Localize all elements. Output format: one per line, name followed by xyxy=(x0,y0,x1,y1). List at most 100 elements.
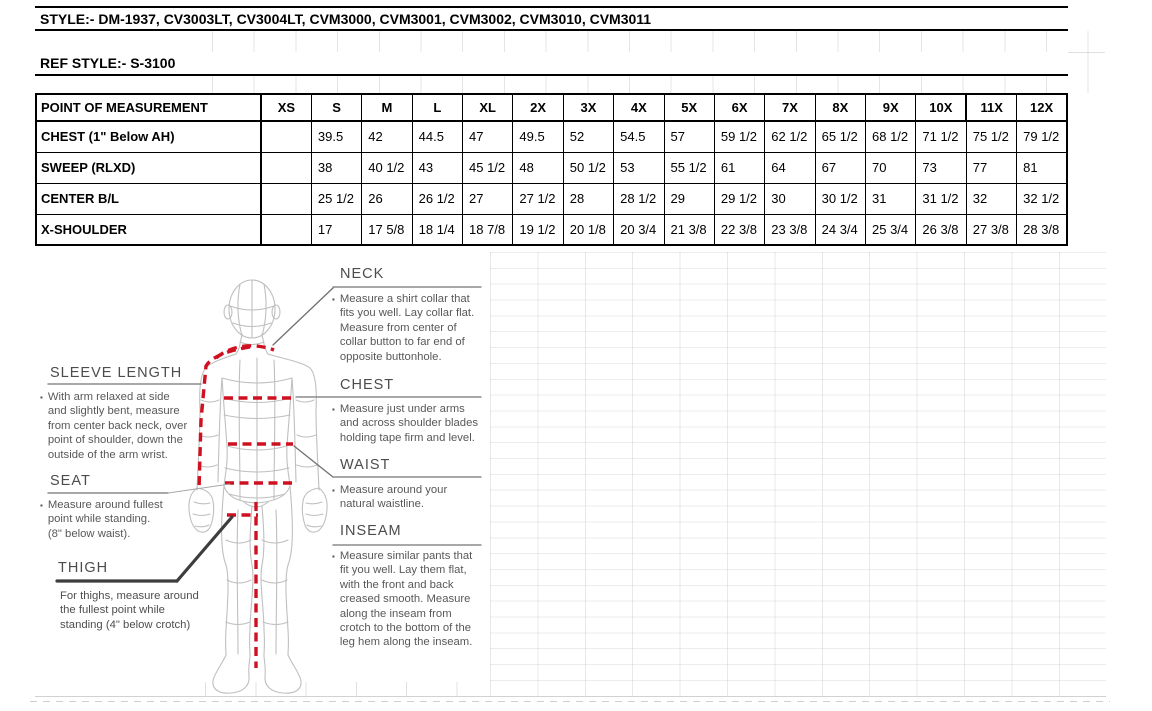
measurement-value-cell: 38 xyxy=(310,151,363,184)
measurement-value-cell: 65 1/2 xyxy=(814,120,867,153)
measurement-value-cell: 28 3/8 xyxy=(1016,213,1068,246)
inseam-text: Measure similar pants that fit you well.… xyxy=(339,550,473,649)
inseam-label: INSEAM xyxy=(340,523,402,539)
measurement-row: SWEEP (RLXD) 38 40 1/2 43 45 1/2 48 50 1/2 53 55… xyxy=(35,151,1068,184)
measurement-value-cell: 52 xyxy=(562,120,615,153)
measurement-value-cell: 49.5 xyxy=(512,120,564,153)
measurement-value-cell: 75 1/2 xyxy=(965,120,1018,153)
measurement-value-cell: 31 xyxy=(864,182,917,215)
size-column-header: 7X xyxy=(764,93,816,122)
waist-label: WAIST xyxy=(340,457,391,473)
measurement-value-cell: 23 3/8 xyxy=(764,213,816,246)
measurement-value-cell: 30 1/2 xyxy=(814,182,867,215)
measurement-value-cell: 61 xyxy=(713,151,766,184)
size-column-header: 6X xyxy=(713,93,766,122)
chest-description: ▪ Measure just under arms and across sho… xyxy=(332,402,478,445)
measurement-value-cell: 27 3/8 xyxy=(965,213,1018,246)
size-column-header: XS xyxy=(260,93,312,122)
bullet-icon: ▪ xyxy=(332,486,335,495)
measurement-value-cell: 47 xyxy=(461,120,514,153)
measurement-value-cell: 25 1/2 xyxy=(310,182,363,215)
neck-leader-line xyxy=(272,286,335,346)
measurement-value-cell: 29 1/2 xyxy=(713,182,766,215)
measurement-value-cell xyxy=(260,213,312,246)
measurement-value-cell: 31 1/2 xyxy=(915,182,967,215)
waist-text: Measure around your natural waistline. xyxy=(339,484,448,511)
size-table-body: CHEST (1" Below AH) 39.5 42 44.5 47 49.5 52 54.… xyxy=(35,120,1068,246)
inseam-description: ▪ Measure similar pants that fit you wel… xyxy=(332,549,472,650)
measurement-value-cell: 26 1/2 xyxy=(411,182,464,215)
size-column-header: XL xyxy=(461,93,514,122)
measurement-value-cell: 73 xyxy=(915,151,967,184)
measurement-value-cell: 71 1/2 xyxy=(915,120,967,153)
measurement-value-cell: 26 xyxy=(361,182,413,215)
measurement-value-cell: 25 3/4 xyxy=(864,213,917,246)
measurement-value-cell: 19 1/2 xyxy=(512,213,564,246)
chest-text: Measure just under arms and across shoul… xyxy=(339,403,479,444)
measurement-label-cell: CENTER B/L xyxy=(35,182,262,215)
ref-style-line: REF STYLE:- S-3100 xyxy=(40,55,176,71)
thigh-label: THIGH xyxy=(58,560,109,576)
measurement-value-cell: 44.5 xyxy=(411,120,464,153)
measurement-value-cell: 43 xyxy=(411,151,464,184)
measurement-row: X-SHOULDER 17 17 5/8 18 1/4 18 7/8 19 1/2 20 1… xyxy=(35,213,1068,246)
measurement-value-cell: 42 xyxy=(361,120,413,153)
measurement-value-cell: 28 xyxy=(562,182,615,215)
measurement-value-cell: 30 xyxy=(764,182,816,215)
measurement-value-cell: 20 3/4 xyxy=(613,213,665,246)
measurement-value-cell: 64 xyxy=(764,151,816,184)
size-column-header: L xyxy=(411,93,464,122)
measurement-value-cell: 67 xyxy=(814,151,867,184)
seat-label: SEAT xyxy=(50,473,91,489)
waist-leader-line xyxy=(293,445,334,478)
sheet-gridlines-bottom xyxy=(205,682,490,696)
sheet-gridlines-right xyxy=(490,252,1106,696)
measurement-label-cell: CHEST (1" Below AH) xyxy=(35,120,262,153)
measurement-value-cell: 57 xyxy=(663,120,715,153)
style-line: STYLE:- DM-1937, CV3003LT, CV3004LT, CVM… xyxy=(40,10,652,27)
bullet-icon: ▪ xyxy=(332,295,335,304)
measurement-value-cell xyxy=(260,182,312,215)
measurement-value-cell xyxy=(260,120,312,153)
size-column-header: 4X xyxy=(613,93,665,122)
size-column-header: 3X xyxy=(562,93,615,122)
page-break-dashed-line xyxy=(30,701,1110,702)
measurement-value-cell: 39.5 xyxy=(310,120,363,153)
measurement-value-cell: 17 5/8 xyxy=(361,213,413,246)
measurement-value-cell: 32 1/2 xyxy=(1016,182,1068,215)
thigh-leader-line xyxy=(175,515,234,583)
sleeve-measure-line xyxy=(197,345,251,491)
measurement-value-cell: 21 3/8 xyxy=(663,213,715,246)
thigh-text: For thighs, measure around the fullest p… xyxy=(60,590,199,631)
measurement-value-cell: 50 1/2 xyxy=(562,151,615,184)
bullet-icon: ▪ xyxy=(40,393,43,402)
measurement-value-cell xyxy=(260,151,312,184)
neck-description: ▪ Measure a shirt collar that fits you w… xyxy=(332,292,474,364)
seat-leader-line xyxy=(167,483,231,494)
sleeve-length-text: With arm relaxed at side and slightly be… xyxy=(47,391,188,461)
measurement-value-cell: 27 xyxy=(461,182,514,215)
measurement-value-cell: 70 xyxy=(864,151,917,184)
measurement-value-cell: 81 xyxy=(1016,151,1068,184)
neck-label: NECK xyxy=(340,266,385,282)
size-column-header: 11X xyxy=(965,93,1018,122)
measurement-value-cell: 29 xyxy=(663,182,715,215)
measurement-value-cell: 20 1/8 xyxy=(562,213,615,246)
measurement-value-cell: 62 1/2 xyxy=(764,120,816,153)
measurement-row: CHEST (1" Below AH) 39.5 42 44.5 47 49.5 52 54.… xyxy=(35,120,1068,153)
leader-lines xyxy=(47,286,482,583)
size-table-header-row: POINT OF MEASUREMENT XS S M L XL 2X 3X 4X 5X 6X 7X 8… xyxy=(35,93,1068,122)
size-column-header: 12X xyxy=(1016,93,1068,122)
measurement-value-cell: 55 1/2 xyxy=(663,151,715,184)
measurement-value-cell: 53 xyxy=(613,151,665,184)
measurement-value-cell: 28 1/2 xyxy=(613,182,665,215)
measurement-value-cell: 68 1/2 xyxy=(864,120,917,153)
waist-description: ▪ Measure around your natural waistline. xyxy=(332,483,447,512)
chest-label: CHEST xyxy=(340,377,395,393)
bullet-icon: ▪ xyxy=(332,552,335,561)
style-header-row: STYLE:- DM-1937, CV3003LT, CV3004LT, CVM… xyxy=(35,6,1068,31)
seat-text: Measure around fullest point while stand… xyxy=(47,499,163,540)
size-column-header: 8X xyxy=(814,93,867,122)
measurement-figure xyxy=(47,279,482,694)
